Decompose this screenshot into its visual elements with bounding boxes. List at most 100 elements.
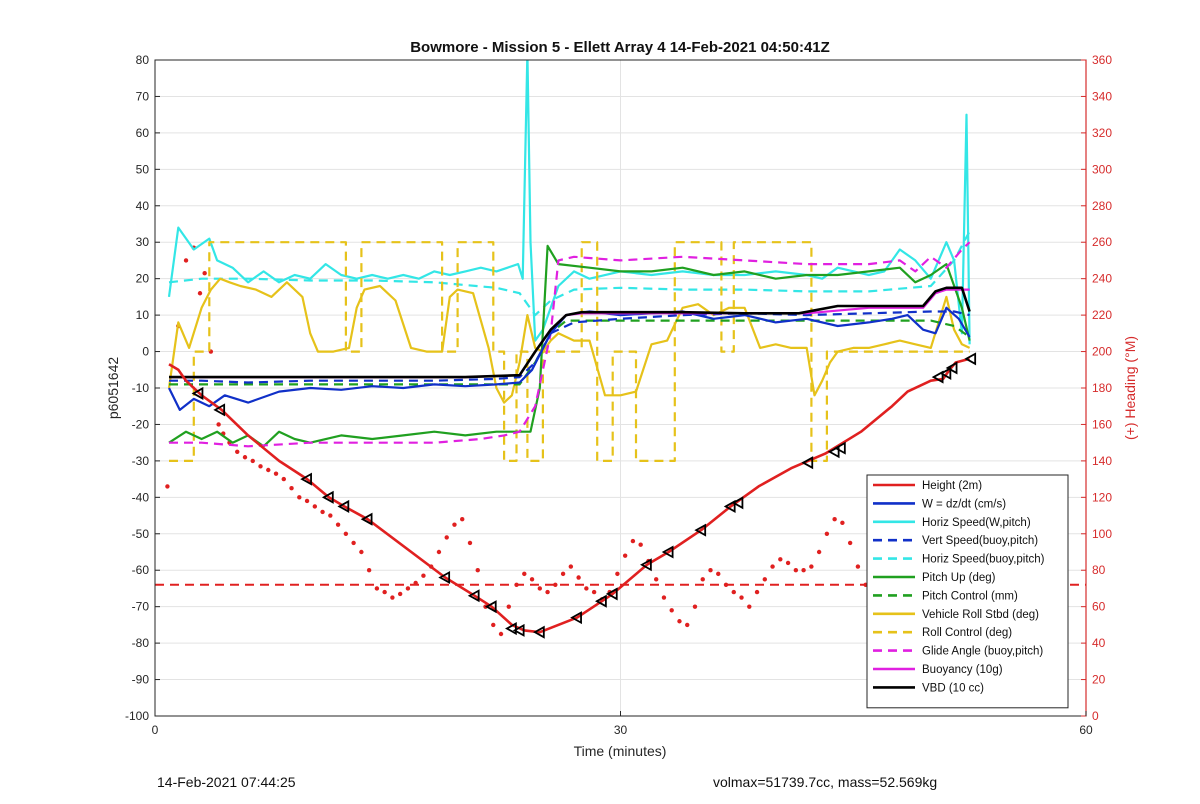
x-tick-label: 0 xyxy=(152,723,159,737)
legend-label: Vert Speed(buoy,pitch) xyxy=(922,535,1038,547)
y-tick-label: -40 xyxy=(132,490,150,504)
plot-series-group xyxy=(155,60,1086,639)
heading-point xyxy=(801,568,806,573)
heading-point xyxy=(615,571,620,577)
series-line-vert-speed-buoy-pitch xyxy=(169,310,970,384)
heading-point xyxy=(258,464,263,469)
y-tick-label: -100 xyxy=(125,709,149,723)
heading-point xyxy=(202,271,207,276)
y2-tick-label: 20 xyxy=(1092,673,1106,687)
y-axis-label: p6051642 xyxy=(105,357,121,420)
y2-tick-label: 300 xyxy=(1092,162,1112,176)
heading-point xyxy=(809,564,814,569)
height-marker xyxy=(694,523,707,537)
heading-point xyxy=(266,467,271,473)
height-marker xyxy=(321,490,334,504)
heading-point xyxy=(762,577,768,582)
y2-tick-label: 220 xyxy=(1092,308,1112,322)
height-marker xyxy=(945,361,958,375)
footer-volmax-mass: volmax=51739.7cc, mass=52.569kg xyxy=(713,774,937,790)
y-tick-label: 20 xyxy=(136,272,150,286)
height-marker xyxy=(505,622,517,636)
height-marker xyxy=(467,589,480,603)
heading-point xyxy=(297,495,302,500)
series-line-roll-control-deg xyxy=(169,241,970,462)
y-tick-label: -70 xyxy=(132,600,150,614)
height-marker xyxy=(801,456,814,470)
height-marker xyxy=(532,625,545,639)
y-tick-label: -20 xyxy=(132,417,150,431)
heading-point xyxy=(405,586,411,591)
heading-point xyxy=(382,589,387,595)
heading-point xyxy=(685,622,690,628)
heading-point xyxy=(832,517,837,522)
heading-point xyxy=(183,258,189,263)
height-marker xyxy=(827,445,840,459)
heading-point xyxy=(677,619,682,624)
left-axis-ticks: -100-90-80-70-60-50-40-30-20-10010203040… xyxy=(125,53,160,723)
heading-point xyxy=(754,589,760,595)
heading-point xyxy=(366,568,372,573)
x-axis-ticks: 0 30 60 xyxy=(152,711,1093,737)
heading-point xyxy=(413,580,418,586)
heading-point xyxy=(529,577,535,582)
heading-point xyxy=(320,509,325,515)
y2-tick-label: 360 xyxy=(1092,53,1112,67)
height-marker xyxy=(300,472,312,486)
height-marker xyxy=(964,352,977,366)
series-line-vbd-10-cc xyxy=(169,286,971,379)
heading-point xyxy=(739,595,744,600)
y2-tick-label: 320 xyxy=(1092,126,1112,140)
legend: Height (2m) W = dz/dt (cm/s) Horiz Speed(W… xyxy=(866,474,1069,709)
heading-point xyxy=(197,291,203,296)
heading-point xyxy=(335,522,341,527)
y2-tick-label: 240 xyxy=(1092,272,1112,286)
legend-label: VBD (10 cc) xyxy=(922,682,984,694)
heading-point xyxy=(708,568,713,573)
heading-point xyxy=(506,604,511,609)
series-line-height-2m xyxy=(168,357,970,634)
right-axis-ticks: 0 20 40 60 80 100 120 140 160 180 200 220 240 260 280 3… xyxy=(1081,53,1112,723)
height-marker xyxy=(939,366,952,380)
legend-label: Glide Angle (buoy,pitch) xyxy=(922,646,1043,658)
heading-point xyxy=(328,513,333,518)
y-tick-label: 10 xyxy=(136,308,150,322)
heading-point xyxy=(475,568,480,573)
heading-point xyxy=(778,557,783,562)
y2-tick-label: 80 xyxy=(1092,563,1106,577)
legend-label: Roll Control (deg) xyxy=(922,627,1012,639)
heading-point xyxy=(700,577,705,582)
plot-area xyxy=(155,60,1086,639)
heading-point xyxy=(216,422,221,427)
height-marker xyxy=(605,587,618,601)
y-tick-label: -10 xyxy=(132,381,150,395)
height-marker xyxy=(337,499,350,513)
series-line-vehicle-roll-stbd-deg xyxy=(167,277,971,404)
heading-point xyxy=(669,608,674,613)
y2-tick-label: 40 xyxy=(1092,636,1106,650)
y-tick-label: -90 xyxy=(132,673,150,687)
height-marker xyxy=(833,441,846,455)
heading-point xyxy=(576,575,581,580)
heading-point xyxy=(553,582,558,587)
series-line-horiz-speed-buoy-pitch xyxy=(168,230,971,317)
x-tick-label: 60 xyxy=(1079,723,1093,737)
y2-tick-label: 280 xyxy=(1092,199,1112,213)
heading-point xyxy=(692,604,698,609)
heading-point xyxy=(444,535,449,540)
heading-point xyxy=(421,573,426,578)
y-tick-label: 70 xyxy=(136,89,150,103)
y2-tick-label: 260 xyxy=(1092,235,1112,249)
legend-label: Pitch Control (mm) xyxy=(922,590,1018,602)
heading-point xyxy=(584,586,589,591)
y2-tick-label: 140 xyxy=(1092,454,1112,468)
heading-point xyxy=(304,498,310,504)
y-tick-label: 30 xyxy=(136,235,150,249)
heading-point xyxy=(716,571,721,577)
y-tick-label: 80 xyxy=(136,53,150,67)
y-tick-label: -60 xyxy=(132,563,150,577)
height-marker xyxy=(570,611,582,625)
x-axis-label: Time (minutes) xyxy=(574,743,667,759)
heading-point xyxy=(537,586,543,591)
heading-point xyxy=(824,531,830,536)
